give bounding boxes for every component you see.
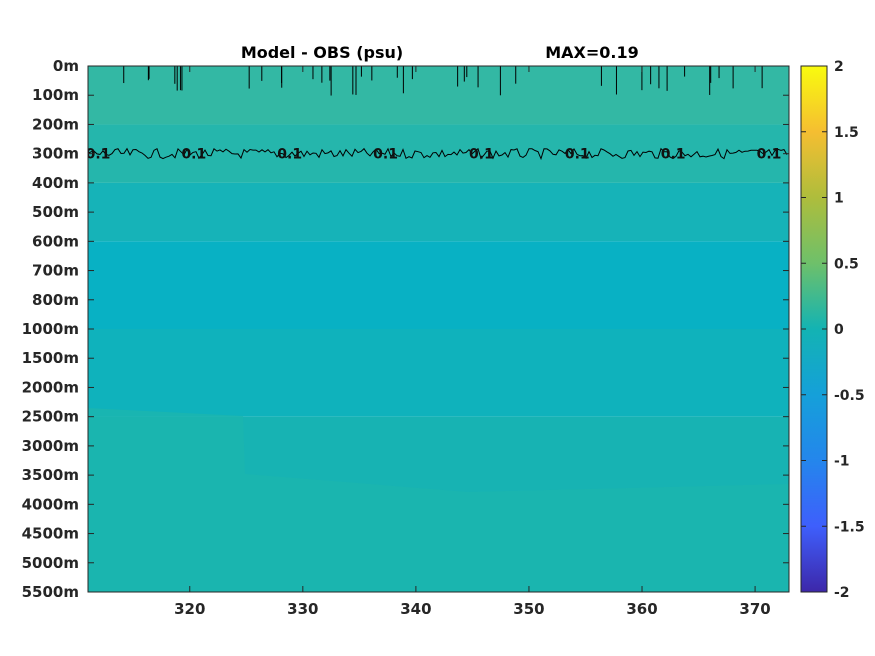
contour-label: -0.1 [754,30,785,46]
contour-label: -0.1 [157,30,188,46]
contour-label: 0.1 [469,147,494,163]
contour-label: 0.1 [757,147,782,163]
y-tick-label: 2500m [22,408,79,426]
y-tick-label: 400m [32,174,79,192]
field-layer [88,124,789,183]
contour-label: 0.1 [703,25,732,50]
x-tick-label: 330 [287,600,318,618]
contour-label: -0.1 [418,30,449,46]
y-axis-ticks: 0m 100m 200m 300m 400m 500m 600m 700m 800m 1000m 1… [22,57,789,601]
contour-line [88,34,787,39]
contour-label: 0.1 [651,25,680,50]
contour-line [88,27,787,47]
contour-label: 0.1 [277,147,302,163]
contour-label: 0.1 [181,147,206,163]
contour-label: -0.1 [670,30,701,46]
contour-label: 0.1 [137,30,162,46]
colorbar-tick-label: -0.5 [834,388,865,404]
contour-label: -0.1 [455,30,486,46]
contour-label: -0.1 [83,30,114,46]
field-layer [88,329,789,417]
colorbar-tick-label: 1.5 [834,125,859,141]
contour-label: -0.1 [679,30,710,46]
y-tick-label: 4500m [22,525,79,543]
contour-label: 0.1 [373,147,398,163]
x-axis-ticks: 320 330 340 350 360 370 [174,66,771,618]
contour-label: -0.1 [502,30,533,46]
y-tick-label: 800m [32,291,79,309]
contour-label: 0.1 [84,25,113,50]
y-tick-label: 600m [32,232,79,250]
y-tick-label: 1000m [22,320,79,338]
x-tick-label: 340 [400,600,431,618]
plot-area: 0.1 0.1 0.1 0.1 0.1 0.1 0.1 0.1 0.1 0.1 0.1 0.1 0.1 0… [83,25,789,592]
contour-line [88,147,788,161]
y-tick-label: 5500m [22,583,79,601]
colorbar-tick-label: 1 [834,191,844,207]
deep-water-patch [88,408,789,592]
x-tick-label: 320 [174,600,205,618]
y-tick-label: 200m [32,115,79,133]
max-value-label: MAX=0.19 [545,43,639,62]
contour-line [88,34,787,39]
colorbar-tick-label: 0.5 [834,256,859,272]
contour-label: -0.1 [754,30,785,46]
chart-title: Model - OBS (psu) [241,43,403,62]
y-tick-label: 3000m [22,437,79,455]
salinity-difference-field [88,66,789,592]
contour-label: -0.1 [83,30,114,46]
x-tick-label: 370 [739,600,770,618]
y-tick-label: 3500m [22,466,79,484]
x-tick-label: 350 [513,600,544,618]
colorbar-tick-label: -1.5 [834,519,865,535]
field-layer [88,66,789,125]
contour-label: 0.1 [186,25,215,50]
contour-labels: 0.1 0.1 0.1 0.1 0.1 0.1 0.1 0.1 0.1 0.1 0.1 0.1 0.1 0… [83,25,785,163]
contour-label: 0.1 [496,25,525,50]
colorbar-tick-label: 0 [834,322,844,338]
x-tick-label: 360 [626,600,657,618]
colorbar: 2 1.5 1 0.5 0 -0.5 -1 -1.5 -2 [800,59,865,601]
contour-lines [88,27,788,161]
colorbar-tick-label: 2 [834,59,844,75]
y-tick-label: 100m [32,86,79,104]
y-tick-label: 1500m [22,349,79,367]
contour-label: 0.1 [661,147,686,163]
y-tick-label: 4000m [22,495,79,513]
y-tick-label: 500m [32,203,79,221]
contour-label: 0.1 [757,30,782,46]
colorbar-ticks: 2 1.5 1 0.5 0 -0.5 -1 -1.5 -2 [801,59,865,601]
contour-label: -0.1 [167,30,198,46]
field-layer [88,241,789,329]
contour-label: 0.1 [86,147,111,163]
y-tick-label: 300m [32,145,79,163]
colorbar-tick-label: -2 [834,585,850,601]
y-tick-label: 5000m [22,554,79,572]
contour-label: 0.1 [565,147,590,163]
y-tick-label: 0m [53,57,79,75]
field-layer [88,182,789,242]
contour-label: 0.1 [447,30,472,46]
colorbar-tick-label: -1 [834,454,850,470]
y-tick-label: 2000m [22,378,79,396]
y-tick-label: 700m [32,262,79,280]
